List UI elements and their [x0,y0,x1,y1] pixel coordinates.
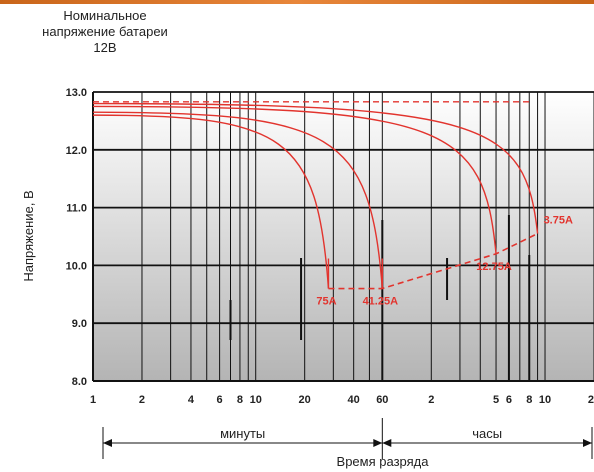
x-segment-hours: часы [472,426,502,441]
x-tick-label: 1 [90,394,96,406]
plot-area [93,92,594,381]
x-tick-label: 8 [526,394,532,406]
x-segment-minutes: минуты [220,426,265,441]
x-tick-label: 6 [217,394,223,406]
series-curve [92,114,330,289]
x-tick-label: 8 [237,394,243,406]
y-tick-label: 10.0 [66,260,87,272]
x-tick-label: 20 [588,394,594,406]
chart-title: Номинальное напряжение батареи 12В [10,8,200,56]
y-tick-label: 9.0 [72,318,87,330]
x-tick-label: 10 [250,394,262,406]
x-segment-brackets [102,418,593,459]
x-tick-label: 6 [506,394,512,406]
y-tick-label: 12.0 [66,145,87,157]
x-tick-label: 40 [348,394,360,406]
x-tick-label: 5 [493,394,499,406]
series-label: 75A [316,296,336,308]
bracket-arrow [103,439,112,447]
x-tick-label: 2 [139,394,145,406]
y-axis-label: Напряжение, В [21,190,36,281]
x-axis-label: Время разряда [337,454,430,469]
y-tick-label: 8.0 [72,376,87,388]
y-tick-label: 13.0 [66,87,87,99]
top-accent-bar [0,0,594,4]
x-tick-label: 10 [539,394,551,406]
cutoff-dashed-line [328,232,538,290]
x-tick-label: 2 [428,394,434,406]
series-curve [92,102,539,234]
series-curve [92,105,497,254]
title-line-3: 12В [93,40,117,55]
y-tick-label: 11.0 [66,203,87,215]
chart-text: 8.09.010.011.012.013.01 2 4 6 8 10 20 40 60 2 5 6 8 1… [21,87,594,469]
series-lines [92,101,539,290]
series-label: 12.75A [476,261,512,273]
series-label: 41.25A [363,296,399,308]
series-curve [92,111,384,289]
title-line-2: напряжение батареи [42,24,168,39]
bracket-arrow [583,439,592,447]
grid [92,91,594,382]
title-line-1: Номинальное [63,8,147,23]
bracket-arrow [382,439,392,447]
x-tick-label: 60 [376,394,388,406]
x-tick-label: 20 [299,394,311,406]
x-tick-label: 4 [188,394,195,406]
bracket-arrow [373,439,383,447]
series-label: 3.75A [544,215,573,227]
